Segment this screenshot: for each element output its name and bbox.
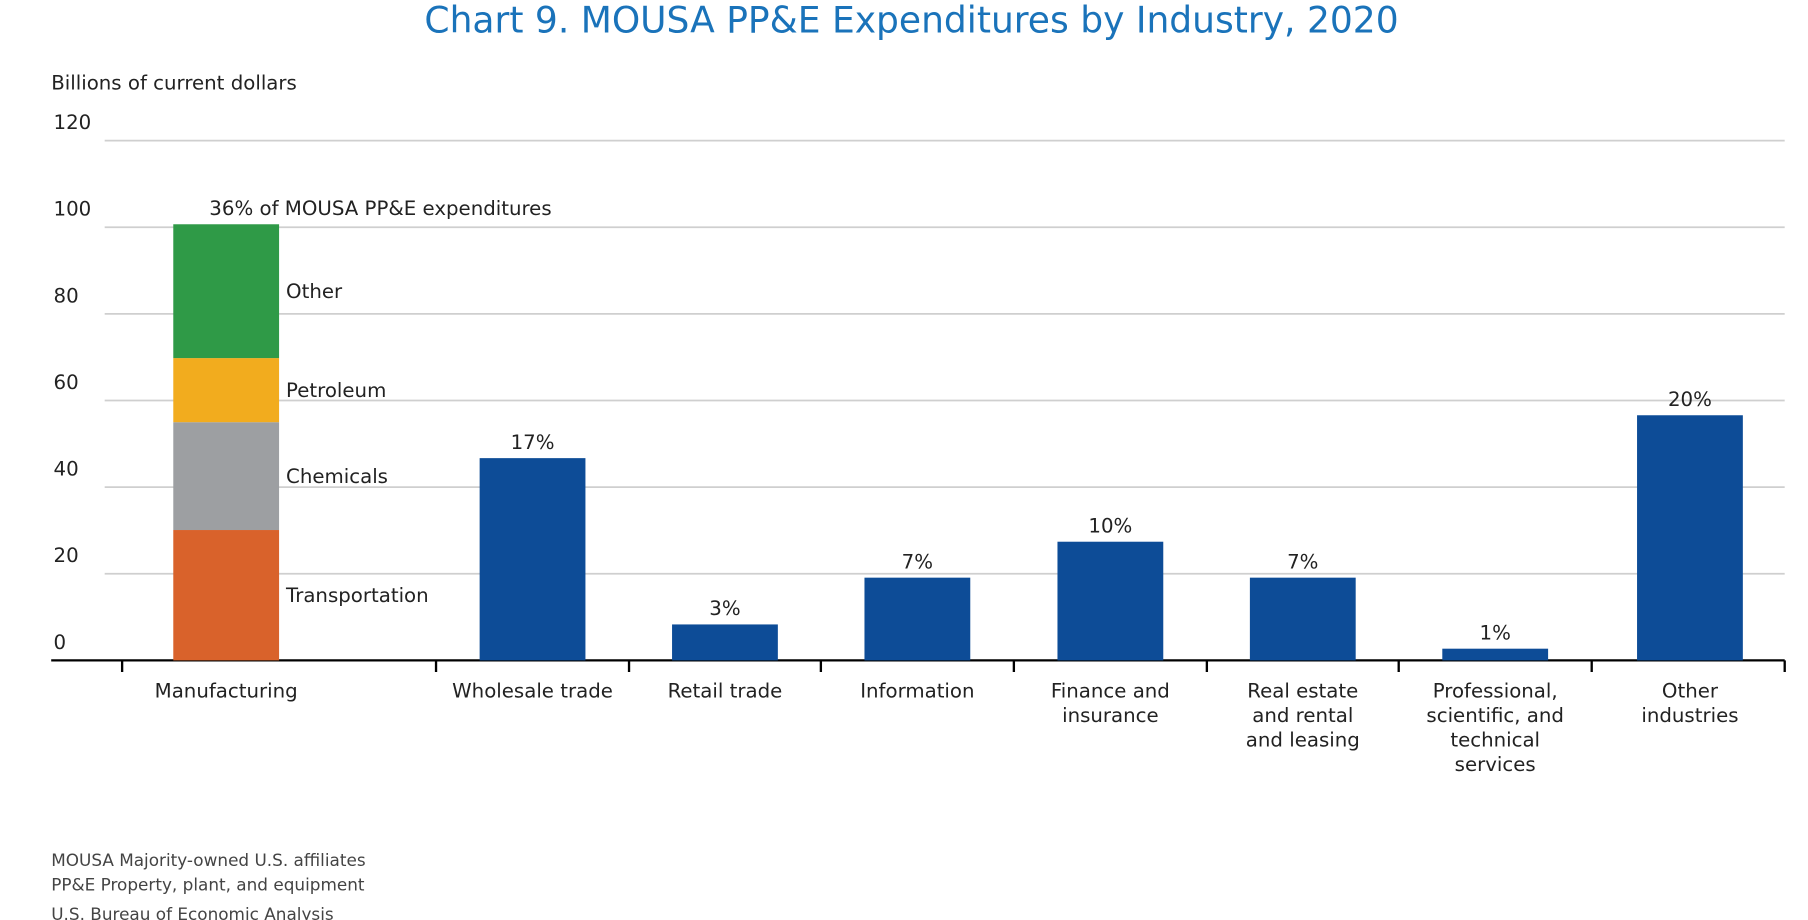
y-axis-label: Billions of current dollars [51,72,297,95]
y-tick-label: 40 [54,458,79,481]
bar [479,458,586,661]
bar [173,422,280,531]
y-tick-label: 80 [54,284,79,307]
y-tick-label: 100 [54,198,92,221]
share-label: 20% [1668,388,1712,411]
source: U.S. Bureau of Economic Analysis [51,904,333,920]
share-label: 3% [709,597,740,620]
note: PP&E Property, plant, and equipment [51,875,365,895]
bar [173,224,280,359]
segment-label: Petroleum [286,379,386,402]
share-label: 10% [1088,514,1132,537]
share-label: 7% [1287,550,1318,573]
segment-label: Transportation [285,584,429,607]
bar [864,577,971,661]
share-label: 17% [511,431,555,454]
x-tick-label: Finance and insurance [1051,680,1170,727]
y-tick-label: 120 [54,111,92,134]
y-tick-label: 0 [54,631,67,654]
note: MOUSA Majority-owned U.S. affiliates [51,850,365,870]
y-tick-label: 20 [54,544,79,567]
bar [173,358,280,423]
chart-title: Chart 9. MOUSA PP&E Expenditures by Indu… [424,1,1398,42]
x-tick-label: Other industries [1641,680,1738,727]
share-label: 36% of MOUSA PP&E expenditures [209,197,551,220]
x-tick-label: Wholesale trade [452,680,613,703]
x-tick-label: Manufacturing [155,680,298,703]
segment-label: Other [286,280,343,303]
x-tick-label: Information [860,680,974,703]
bar [1442,648,1549,661]
y-tick-label: 60 [54,371,79,394]
x-tick-label: Professional, scientific, and technical ser… [1426,680,1564,776]
bar [1057,541,1164,661]
x-tick-label: Retail trade [668,680,783,703]
bar [672,624,778,661]
x-tick-label: Real estate and rental and leasing [1246,680,1360,752]
bar [1249,577,1356,661]
segment-label: Chemicals [286,465,388,488]
share-label: 1% [1480,621,1511,644]
bar [1637,415,1743,661]
bar [173,530,280,661]
share-label: 7% [902,550,933,573]
